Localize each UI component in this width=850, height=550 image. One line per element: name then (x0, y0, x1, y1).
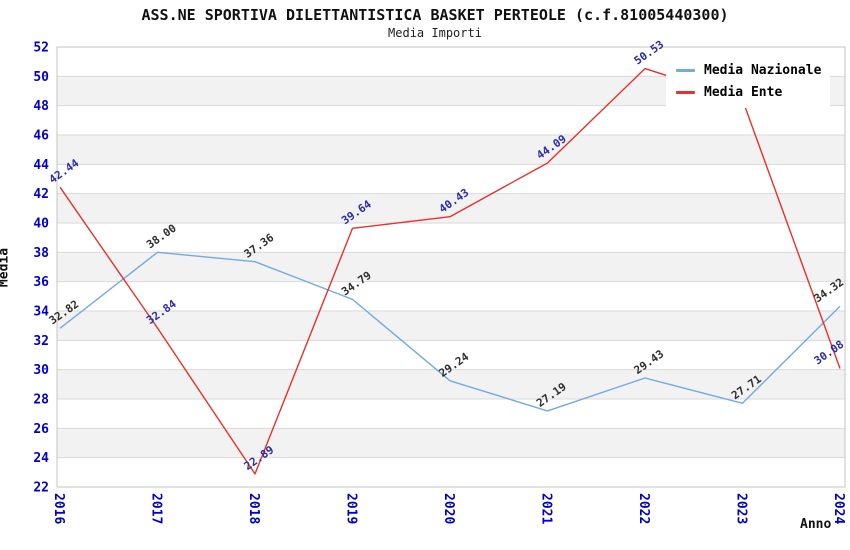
x-tick-label: 2019 (344, 493, 359, 524)
plot-border (56, 46, 846, 488)
plot-stripe (57, 340, 845, 370)
plot-stripe (57, 457, 845, 487)
y-tick-label: 40 (33, 217, 49, 232)
series-line-media-nazionale (59, 251, 841, 412)
y-axis-title: Media (0, 247, 12, 288)
plot-stripe (57, 311, 845, 341)
y-tick-label: 22 (33, 481, 49, 496)
x-axis-title: Anno (800, 517, 832, 532)
legend-line-media-nazionale-icon (676, 69, 695, 72)
plot-stripe (57, 399, 845, 429)
legend-label: Media Nazionale (704, 63, 822, 78)
legend: Media Nazionale Media Ente (666, 56, 830, 108)
x-tick-label: 2024 (831, 493, 846, 524)
x-tick-label: 2021 (539, 493, 554, 524)
y-tick-label: 52 (33, 41, 49, 56)
legend-label: Media Ente (704, 85, 783, 100)
x-tick-label: 2016 (51, 493, 66, 524)
y-tick-label: 46 (33, 129, 49, 144)
x-tick-label: 2022 (636, 493, 651, 524)
y-tick-label: 50 (33, 70, 49, 85)
plot-stripe (57, 428, 845, 458)
plot-stripe (57, 105, 845, 135)
legend-item-media-nazionale: Media Nazionale (676, 63, 822, 78)
y-tick-label: 30 (33, 363, 49, 378)
y-tick-label: 44 (33, 158, 49, 173)
y-tick-label: 32 (33, 334, 49, 349)
y-tick-label: 34 (33, 305, 49, 320)
plot-stripe (57, 281, 845, 311)
x-tick-label: 2020 (441, 493, 456, 524)
y-tick-label: 42 (33, 187, 49, 202)
legend-line-media-ente-icon (676, 91, 695, 94)
plot-stripe (57, 223, 845, 253)
x-tick-label: 2018 (246, 493, 261, 524)
plot-stripe (57, 252, 845, 282)
y-tick-label: 24 (33, 451, 49, 466)
plot-stripe (57, 164, 845, 194)
x-tick-label: 2023 (734, 493, 749, 524)
y-tick-label: 26 (33, 422, 49, 437)
legend-item-media-ente: Media Ente (676, 85, 822, 100)
chart-subtitle: Media Importi (388, 26, 482, 40)
y-tick-label: 36 (33, 275, 49, 290)
y-tick-label: 28 (33, 393, 49, 408)
plot-stripe (57, 193, 845, 223)
chart-title: ASS.NE SPORTIVA DILETTANTISTICA BASKET P… (141, 6, 729, 24)
plot-stripe (57, 135, 845, 165)
y-tick-label: 48 (33, 99, 49, 114)
x-tick-label: 2017 (149, 493, 164, 524)
y-tick-label: 38 (33, 246, 49, 261)
